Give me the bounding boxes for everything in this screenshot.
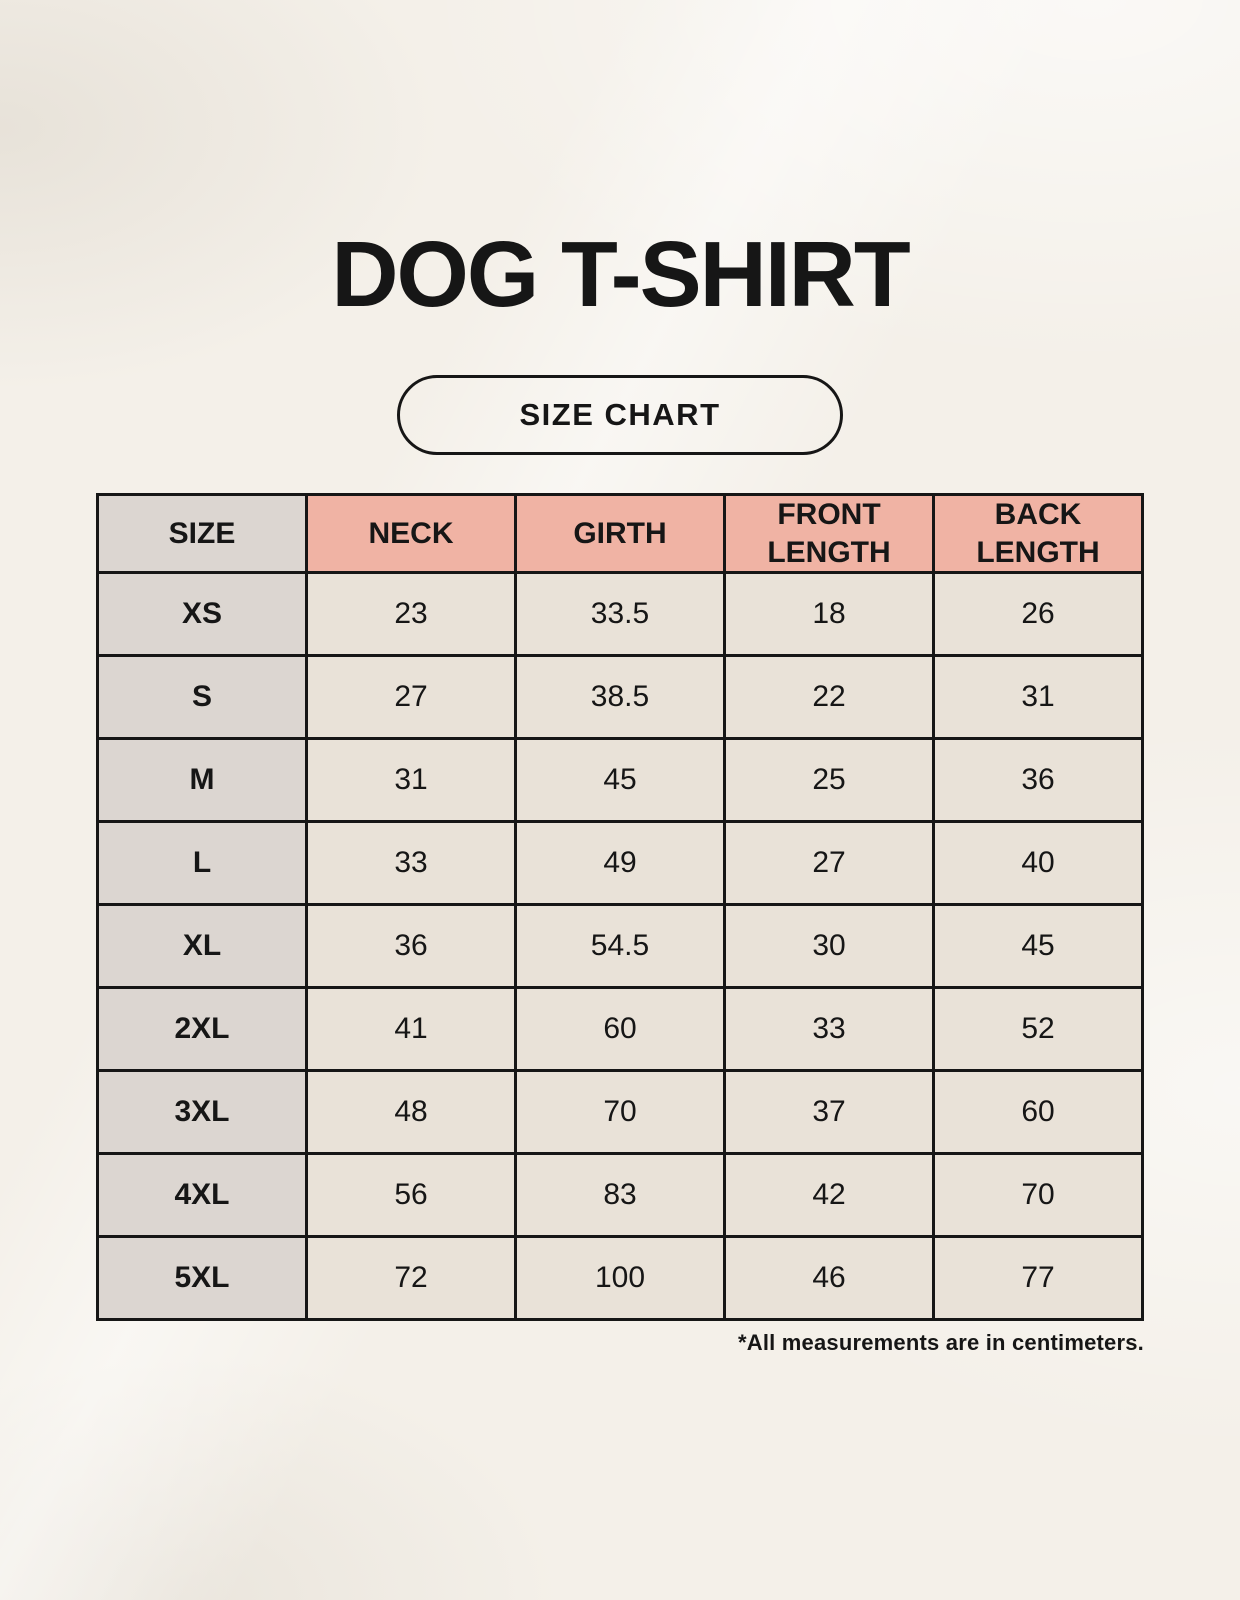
measurement-value-cell: 70: [514, 1069, 726, 1155]
size-label-cell: L: [96, 820, 308, 906]
measurement-value-cell: 22: [723, 654, 935, 740]
size-label-cell: 3XL: [96, 1069, 308, 1155]
measurement-value-cell: 83: [514, 1152, 726, 1238]
measurement-value-cell: 37: [723, 1069, 935, 1155]
measurement-value-cell: 42: [723, 1152, 935, 1238]
measurement-value-cell: 30: [723, 903, 935, 989]
measurement-value-cell: 46: [723, 1235, 935, 1321]
size-row-xl: XL 36 54.5 30 45: [96, 903, 1144, 989]
measurement-value-cell: 77: [932, 1235, 1144, 1321]
size-label-cell: 2XL: [96, 986, 308, 1072]
measurement-value-cell: 100: [514, 1235, 726, 1321]
size-chart-sheet: DOG T-SHIRT SIZE CHART SIZE NECK GIRTH F…: [96, 222, 1144, 1355]
size-row-4xl: 4XL 56 83 42 70: [96, 1152, 1144, 1238]
size-row-2xl: 2XL 41 60 33 52: [96, 986, 1144, 1072]
size-label-cell: 5XL: [96, 1235, 308, 1321]
measurement-value-cell: 27: [305, 654, 517, 740]
measurement-value-cell: 40: [932, 820, 1144, 906]
size-row-3xl: 3XL 48 70 37 60: [96, 1069, 1144, 1155]
measurement-value-cell: 31: [305, 737, 517, 823]
measurement-value-cell: 36: [932, 737, 1144, 823]
measurement-value-cell: 56: [305, 1152, 517, 1238]
measurement-value-cell: 60: [514, 986, 726, 1072]
size-table-body: XS 23 33.5 18 26 S 27 38.5 22 31 M 31 45 25 36 L 33 49 27 4…: [96, 571, 1144, 1321]
measurement-value-cell: 33: [305, 820, 517, 906]
column-header-girth: GIRTH: [514, 493, 726, 574]
measurement-value-cell: 72: [305, 1235, 517, 1321]
measurement-value-cell: 31: [932, 654, 1144, 740]
measurement-value-cell: 26: [932, 571, 1144, 657]
measurement-value-cell: 23: [305, 571, 517, 657]
size-chart-table: SIZE NECK GIRTH FRONT LENGTH BACK LENGTH…: [96, 493, 1144, 1321]
page-title: DOG T-SHIRT: [331, 222, 910, 326]
size-label-cell: 4XL: [96, 1152, 308, 1238]
size-table-header: SIZE NECK GIRTH FRONT LENGTH BACK LENGTH: [96, 493, 1144, 574]
size-table-container: SIZE NECK GIRTH FRONT LENGTH BACK LENGTH…: [96, 493, 1144, 1321]
measurement-value-cell: 45: [932, 903, 1144, 989]
size-row-l: L 33 49 27 40: [96, 820, 1144, 906]
measurement-value-cell: 25: [723, 737, 935, 823]
size-label-cell: M: [96, 737, 308, 823]
size-row-s: S 27 38.5 22 31: [96, 654, 1144, 740]
measurement-value-cell: 18: [723, 571, 935, 657]
measurement-footnote: *All measurements are in centimeters.: [737, 1330, 1144, 1355]
measurement-value-cell: 33.5: [514, 571, 726, 657]
size-chart-badge-label: SIZE CHART: [519, 397, 721, 432]
column-header-size: SIZE: [96, 493, 308, 574]
measurement-value-cell: 52: [932, 986, 1144, 1072]
size-chart-badge: SIZE CHART: [397, 375, 843, 455]
measurement-value-cell: 41: [305, 986, 517, 1072]
column-header-neck: NECK: [305, 493, 517, 574]
size-row-xs: XS 23 33.5 18 26: [96, 571, 1144, 657]
measurement-value-cell: 48: [305, 1069, 517, 1155]
column-header-front-length: FRONT LENGTH: [723, 493, 935, 574]
size-row-m: M 31 45 25 36: [96, 737, 1144, 823]
measurement-value-cell: 49: [514, 820, 726, 906]
column-header-back-length: BACK LENGTH: [932, 493, 1144, 574]
size-row-5xl: 5XL 72 100 46 77: [96, 1235, 1144, 1321]
measurement-value-cell: 36: [305, 903, 517, 989]
measurement-value-cell: 70: [932, 1152, 1144, 1238]
header-row: SIZE NECK GIRTH FRONT LENGTH BACK LENGTH: [96, 493, 1144, 574]
measurement-value-cell: 38.5: [514, 654, 726, 740]
size-label-cell: S: [96, 654, 308, 740]
size-label-cell: XL: [96, 903, 308, 989]
measurement-value-cell: 45: [514, 737, 726, 823]
measurement-value-cell: 33: [723, 986, 935, 1072]
measurement-value-cell: 60: [932, 1069, 1144, 1155]
measurement-value-cell: 27: [723, 820, 935, 906]
measurement-value-cell: 54.5: [514, 903, 726, 989]
size-label-cell: XS: [96, 571, 308, 657]
